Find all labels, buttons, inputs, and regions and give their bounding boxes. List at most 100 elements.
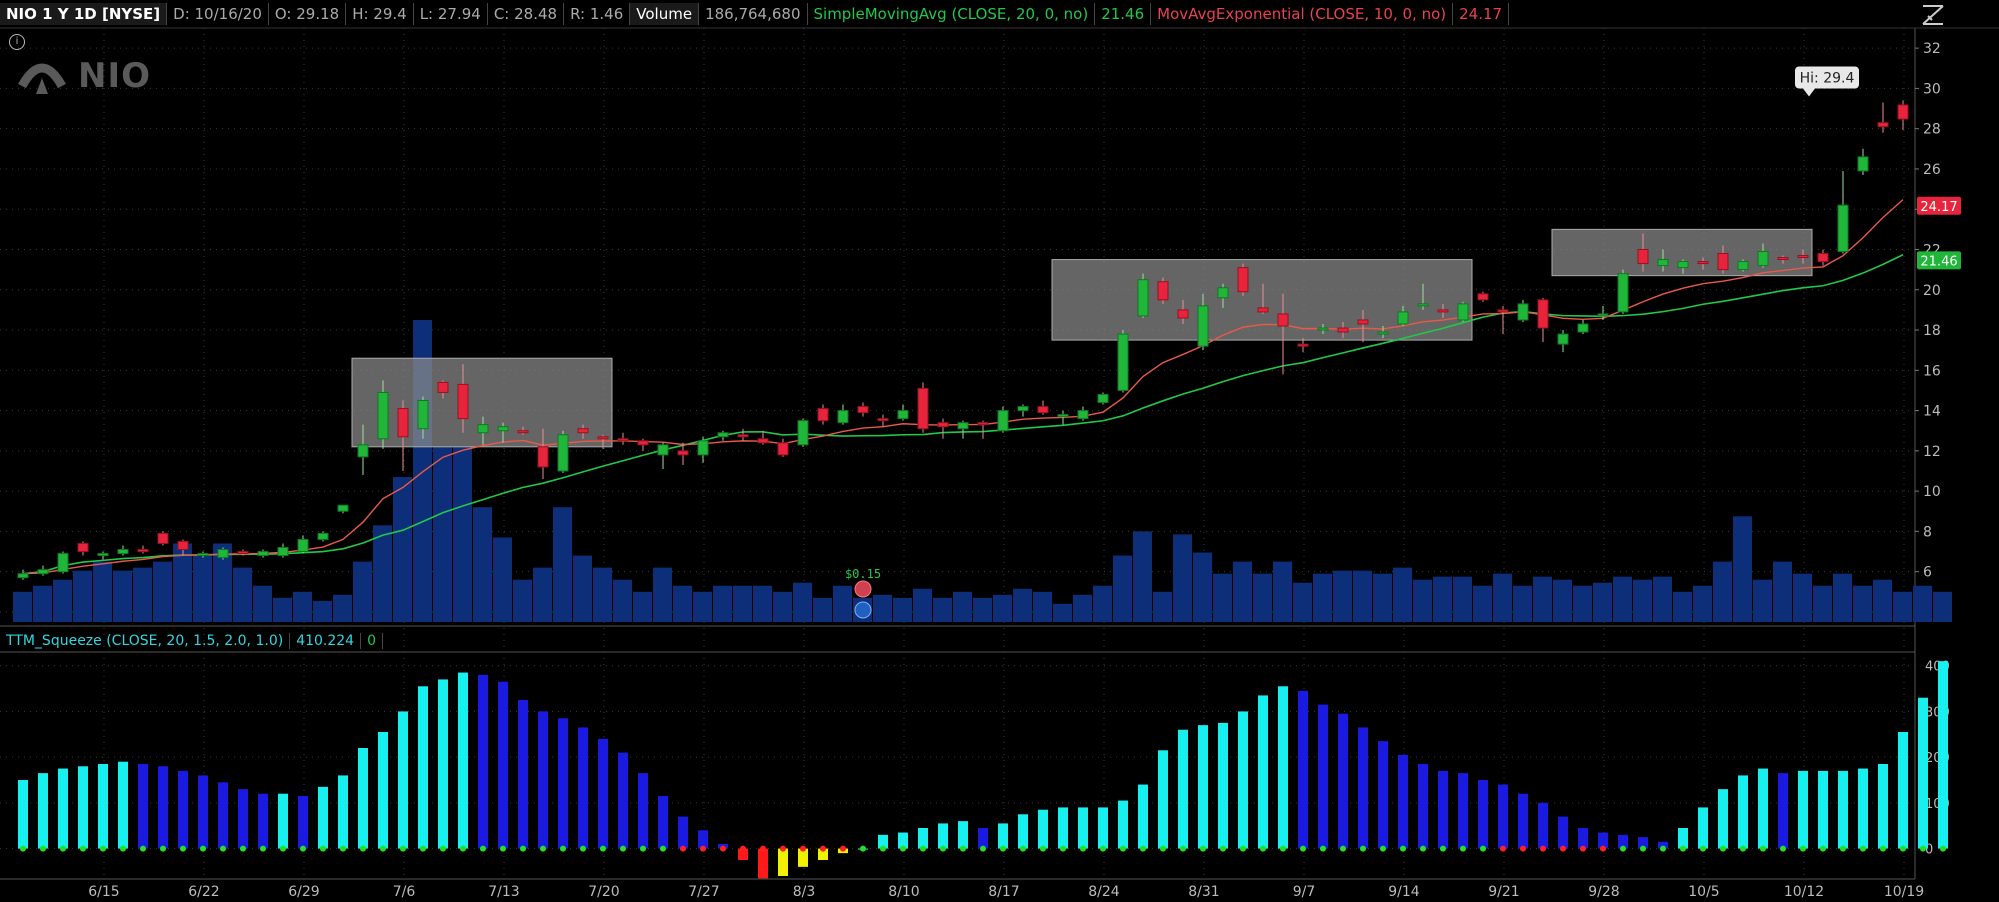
candle-body — [217, 549, 229, 559]
volume-bar — [933, 597, 952, 622]
squeeze-bar — [498, 681, 508, 849]
squeeze-dot — [1740, 845, 1746, 852]
squeeze-bar — [778, 848, 788, 876]
volume-bar — [1613, 576, 1632, 622]
squeeze-dot — [580, 845, 586, 852]
candle-body — [777, 442, 789, 456]
squeeze-dot — [120, 845, 126, 852]
squeeze-dot — [980, 845, 986, 852]
hi-label-pointer — [1803, 88, 1815, 97]
candle-body — [1077, 410, 1089, 420]
squeeze-dot — [680, 845, 686, 852]
price-tick-label: 26 — [1923, 162, 1941, 178]
date-tick-label: 6/22 — [188, 884, 219, 900]
volume-bar — [753, 585, 772, 622]
range-value: R: 1.46 — [564, 3, 631, 25]
squeeze-dot — [1060, 845, 1066, 852]
squeeze-bar — [1318, 704, 1328, 849]
squeeze-dot — [360, 845, 366, 852]
volume-bar — [13, 591, 32, 622]
ema-price-tag: 24.17 — [1920, 200, 1957, 215]
squeeze-bar — [618, 752, 628, 849]
symbol-label[interactable]: NIO 1 Y 1D [NYSE] — [0, 3, 168, 25]
squeeze-dot — [760, 845, 766, 852]
squeeze-dot — [820, 845, 826, 852]
squeeze-bar — [878, 834, 888, 849]
volume-bar — [233, 567, 252, 622]
volume-bar — [893, 597, 912, 622]
squeeze-dot — [1220, 845, 1226, 852]
squeeze-dot — [1120, 845, 1126, 852]
candle-body — [117, 549, 129, 555]
squeeze-dot — [400, 845, 406, 852]
squeeze-dot — [160, 845, 166, 852]
info-icon[interactable]: i — [9, 34, 25, 50]
squeeze-dot — [740, 845, 746, 852]
candle-body — [557, 434, 569, 472]
sma-price-tag: 21.46 — [1920, 254, 1957, 269]
candle-body — [697, 440, 709, 456]
volume-bar — [313, 600, 332, 622]
squeeze-dot — [1140, 845, 1146, 852]
squeeze-bar — [1278, 686, 1288, 849]
candle-body — [37, 569, 49, 575]
squeeze-bar — [538, 711, 548, 849]
volume-bar — [653, 567, 672, 622]
squeeze-bar — [1078, 807, 1088, 849]
candle-body — [1897, 104, 1909, 120]
price-tick-label: 30 — [1923, 81, 1941, 97]
volume-bar — [1273, 561, 1292, 622]
squeeze-dot — [1640, 845, 1646, 852]
candle-body — [1437, 309, 1449, 313]
squeeze-bar — [978, 828, 988, 849]
volume-bar — [973, 597, 992, 622]
candle-body — [1257, 307, 1269, 313]
volume-bar — [1013, 588, 1032, 622]
volume-bar — [133, 567, 152, 622]
squeeze-dot — [840, 845, 846, 852]
nio-logo-icon — [18, 63, 66, 94]
chart-settings-icon[interactable] — [1920, 2, 1946, 28]
squeeze-bar — [578, 727, 588, 849]
volume-bar — [1373, 573, 1392, 622]
candle-body — [1037, 406, 1049, 414]
squeeze-bar — [1558, 816, 1568, 849]
candle-body — [1477, 293, 1489, 301]
squeeze-bar — [458, 672, 468, 849]
candle-body — [1017, 406, 1029, 412]
candle-body — [677, 450, 689, 456]
candle-body — [577, 428, 589, 434]
date-tick-label: 10/19 — [1884, 884, 1924, 900]
volume-bar — [1573, 585, 1592, 622]
volume-bar — [1213, 573, 1232, 622]
volume-bar — [1773, 561, 1792, 622]
squeeze-dot — [640, 845, 646, 852]
volume-bar — [53, 579, 72, 622]
squeeze-bar — [918, 828, 928, 849]
volume-bar — [1593, 582, 1612, 622]
squeeze-bar — [798, 848, 808, 867]
sma-label[interactable]: SimpleMovingAvg (CLOSE, 20, 0, no) — [808, 3, 1096, 25]
candle-body — [937, 422, 949, 428]
squeeze-bar — [738, 848, 748, 860]
volume-bar — [273, 597, 292, 622]
volume-label[interactable]: Volume — [630, 3, 700, 25]
candle-body — [1197, 305, 1209, 347]
squeeze-label[interactable]: TTM_Squeeze (CLOSE, 20, 1.5, 2.0, 1.0) — [0, 633, 291, 649]
squeeze-bar — [698, 830, 708, 849]
squeeze-bar — [1458, 773, 1468, 849]
squeeze-bar — [198, 775, 208, 849]
date-tick-label: 10/5 — [1688, 884, 1719, 900]
squeeze-bar — [378, 732, 388, 849]
candle-body — [1237, 267, 1249, 293]
squeeze-bar — [1058, 807, 1068, 849]
squeeze-bar — [1178, 729, 1188, 849]
volume-bar — [1753, 579, 1772, 622]
ema-label[interactable]: MovAvgExponential (CLOSE, 10, 0, no) — [1151, 3, 1454, 25]
candle-body — [297, 538, 309, 553]
squeeze-dot — [1440, 845, 1446, 852]
price-tick-label: 20 — [1923, 283, 1941, 299]
volume-bar — [1513, 585, 1532, 622]
volume-bar — [953, 591, 972, 622]
